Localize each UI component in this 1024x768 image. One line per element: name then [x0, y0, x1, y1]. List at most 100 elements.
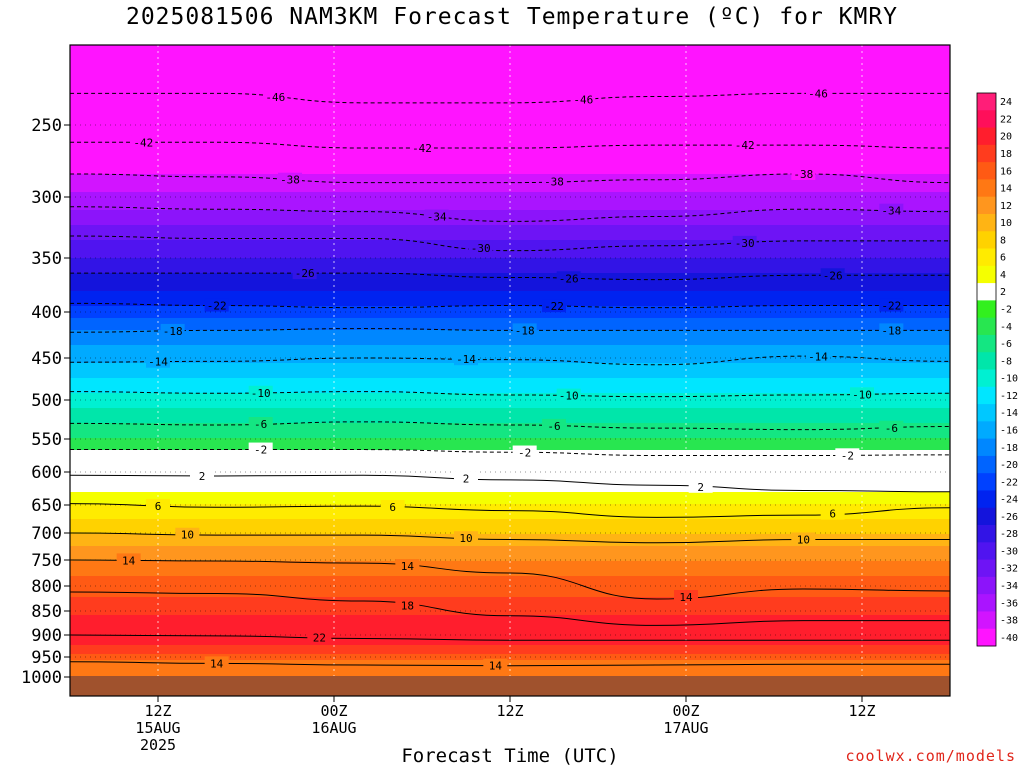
- contour-label: 6: [389, 501, 396, 514]
- colorbar-swatch: [977, 421, 996, 440]
- contour-label: -42: [412, 142, 432, 155]
- contour-label: -14: [808, 351, 828, 364]
- field-band: [70, 408, 950, 412]
- contour-label-bg: [556, 271, 581, 285]
- field-band: [70, 300, 950, 304]
- colorbar-swatch: [977, 317, 996, 336]
- field-band: [70, 150, 950, 154]
- colorbar-label: -32: [1000, 564, 1018, 575]
- contour-label-bg: [879, 323, 904, 337]
- field-band: [70, 450, 950, 454]
- field-band: [70, 198, 950, 202]
- field-band: [70, 510, 950, 514]
- contour-label: -10: [559, 390, 579, 403]
- x-tick-label: 12Z: [496, 702, 523, 720]
- contour-label: 2: [463, 473, 470, 486]
- contour-label-bg: [395, 559, 420, 573]
- field-band: [70, 486, 950, 490]
- field-band: [70, 498, 950, 502]
- field-band: [70, 474, 950, 478]
- colorbar-swatch: [977, 455, 996, 474]
- field-band: [70, 438, 950, 442]
- contour-label-bg: [850, 387, 874, 401]
- field-band: [70, 186, 950, 190]
- field-band: [70, 318, 950, 322]
- colorbar-swatch: [977, 369, 996, 388]
- contour-label: -22: [881, 300, 901, 313]
- contour-label-bg: [292, 266, 317, 280]
- field-band: [70, 342, 950, 346]
- contour-label: -10: [251, 387, 271, 400]
- grid-lines: [70, 45, 950, 696]
- field-band: [70, 330, 950, 334]
- contour-label: 14: [122, 554, 136, 567]
- contour-label: -2: [518, 447, 531, 460]
- contour-label-bg: [879, 298, 904, 312]
- colorbar-label: 6: [1000, 253, 1006, 264]
- contour-label-bg: [146, 498, 170, 512]
- field-band: [70, 546, 950, 550]
- colorbar-swatch: [977, 628, 996, 647]
- colorbar-label: 2: [1000, 287, 1006, 298]
- field-band: [70, 258, 950, 262]
- field-band: [70, 504, 950, 508]
- contour-line: [70, 474, 950, 493]
- field-band: [70, 294, 950, 298]
- contour-label: -22: [544, 300, 564, 313]
- field-band: [70, 84, 950, 88]
- chart-title: 2025081506 NAM3KM Forecast Temperature (…: [125, 4, 899, 30]
- field-band: [70, 444, 950, 448]
- field-band: [70, 126, 950, 130]
- field-band: [70, 366, 950, 370]
- field-band: [70, 432, 950, 436]
- contour-label-bg: [674, 590, 698, 603]
- contour-label-bg: [380, 500, 405, 514]
- contour-label: -38: [544, 176, 564, 189]
- field-band: [70, 240, 950, 244]
- y-tick-label: 1000: [21, 668, 62, 688]
- contour-line: [70, 503, 950, 518]
- contour-label-bg: [806, 86, 830, 100]
- contour-label: -14: [148, 356, 168, 369]
- colorbar-label: -4: [1000, 322, 1012, 333]
- field-band: [70, 48, 950, 52]
- contour-label-bg: [204, 298, 229, 312]
- field-band: [70, 384, 950, 388]
- contour-label: -18: [163, 325, 183, 338]
- contour-label-bg: [454, 471, 478, 485]
- contour-label-bg: [248, 442, 273, 456]
- contour-label: 10: [181, 529, 194, 542]
- colorbar-label: -40: [1000, 633, 1018, 644]
- colorbar-swatch: [977, 438, 996, 457]
- field-band: [70, 654, 950, 658]
- field-band: [70, 522, 950, 526]
- field-band: [70, 234, 950, 238]
- colorbar-swatch: [977, 283, 996, 301]
- field-band: [70, 354, 950, 358]
- colorbar-swatch: [977, 404, 996, 422]
- contour-label: 2: [199, 470, 206, 483]
- field-band: [70, 120, 950, 124]
- contour-label: -22: [207, 300, 227, 313]
- contour-label: -30: [735, 237, 755, 250]
- y-tick-label: 750: [31, 551, 62, 571]
- field-band: [70, 78, 950, 82]
- contour-label-bg: [307, 630, 332, 644]
- contour-label: -26: [295, 267, 315, 280]
- field-band: [70, 54, 950, 58]
- colorbar-swatch: [977, 525, 996, 543]
- colorbar-label: 14: [1000, 184, 1012, 195]
- contour-label: -46: [573, 94, 593, 107]
- field-band: [70, 642, 950, 646]
- contour-label: 14: [679, 591, 693, 604]
- field-band: [70, 564, 950, 568]
- field-band: [70, 612, 950, 616]
- colorbar-swatch: [977, 265, 996, 284]
- colorbar-swatch: [977, 490, 996, 509]
- colorbar-swatch: [977, 594, 996, 612]
- field-band: [70, 534, 950, 538]
- x-tick-label: 12Z: [144, 702, 171, 720]
- field-band: [70, 480, 950, 484]
- colorbar-swatch: [977, 110, 996, 128]
- field-band: [70, 348, 950, 352]
